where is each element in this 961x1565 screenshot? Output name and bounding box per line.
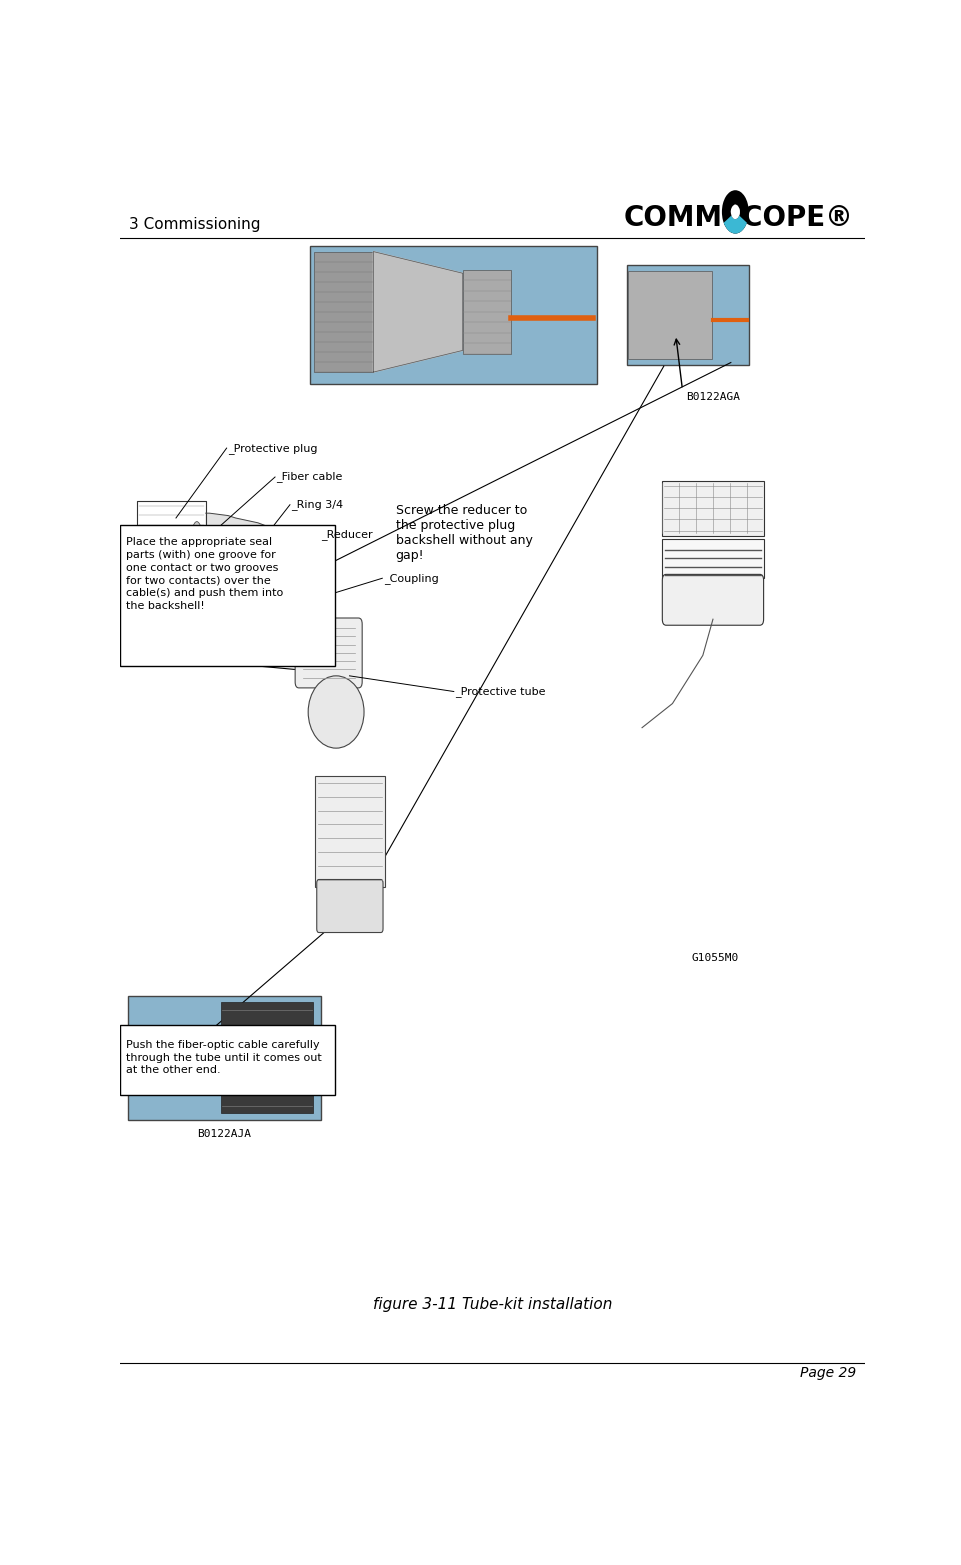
Ellipse shape <box>278 531 308 604</box>
Wedge shape <box>722 191 749 233</box>
Text: Place the appropriate seal
parts (with) one groove for
one contact or two groove: Place the appropriate seal parts (with) … <box>126 537 283 612</box>
FancyBboxPatch shape <box>627 264 750 365</box>
Ellipse shape <box>308 676 364 748</box>
Text: _Protective tube: _Protective tube <box>456 685 546 696</box>
Text: _Reducer: _Reducer <box>321 529 373 540</box>
Text: _Fiber cable: _Fiber cable <box>277 471 343 482</box>
FancyBboxPatch shape <box>662 538 764 577</box>
Polygon shape <box>373 252 463 372</box>
Text: figure 3-11 Tube-kit installation: figure 3-11 Tube-kit installation <box>373 1297 612 1311</box>
Text: _Ring 3/4: _Ring 3/4 <box>291 499 343 510</box>
Ellipse shape <box>190 521 204 576</box>
FancyBboxPatch shape <box>315 776 384 887</box>
FancyBboxPatch shape <box>295 618 362 689</box>
FancyBboxPatch shape <box>128 997 321 1119</box>
Text: COMMSCOPE®: COMMSCOPE® <box>624 205 853 232</box>
Ellipse shape <box>239 529 266 595</box>
Text: B0122AJA: B0122AJA <box>197 1128 252 1139</box>
Text: Push the fiber-optic cable carefully
through the tube until it comes out
at the : Push the fiber-optic cable carefully thr… <box>126 1039 322 1075</box>
Text: _Coupling: _Coupling <box>383 573 438 584</box>
Text: G1055M0: G1055M0 <box>691 953 738 962</box>
FancyBboxPatch shape <box>310 246 597 383</box>
Text: Screw the reducer to
the protective plug
backshell without any
gap!: Screw the reducer to the protective plug… <box>396 504 532 562</box>
Circle shape <box>730 205 740 219</box>
FancyBboxPatch shape <box>120 1025 334 1096</box>
Text: _Protective plug: _Protective plug <box>228 443 318 454</box>
FancyBboxPatch shape <box>220 1002 313 1113</box>
FancyBboxPatch shape <box>662 480 764 537</box>
Text: B0122AGA: B0122AGA <box>686 391 740 402</box>
FancyBboxPatch shape <box>662 574 764 626</box>
FancyBboxPatch shape <box>463 269 511 354</box>
Text: Page 29: Page 29 <box>800 1366 856 1380</box>
Text: 3 Commissioning: 3 Commissioning <box>129 218 260 232</box>
FancyBboxPatch shape <box>313 252 373 372</box>
FancyBboxPatch shape <box>317 880 383 933</box>
FancyBboxPatch shape <box>120 526 334 667</box>
FancyBboxPatch shape <box>628 271 712 358</box>
Wedge shape <box>724 216 747 233</box>
